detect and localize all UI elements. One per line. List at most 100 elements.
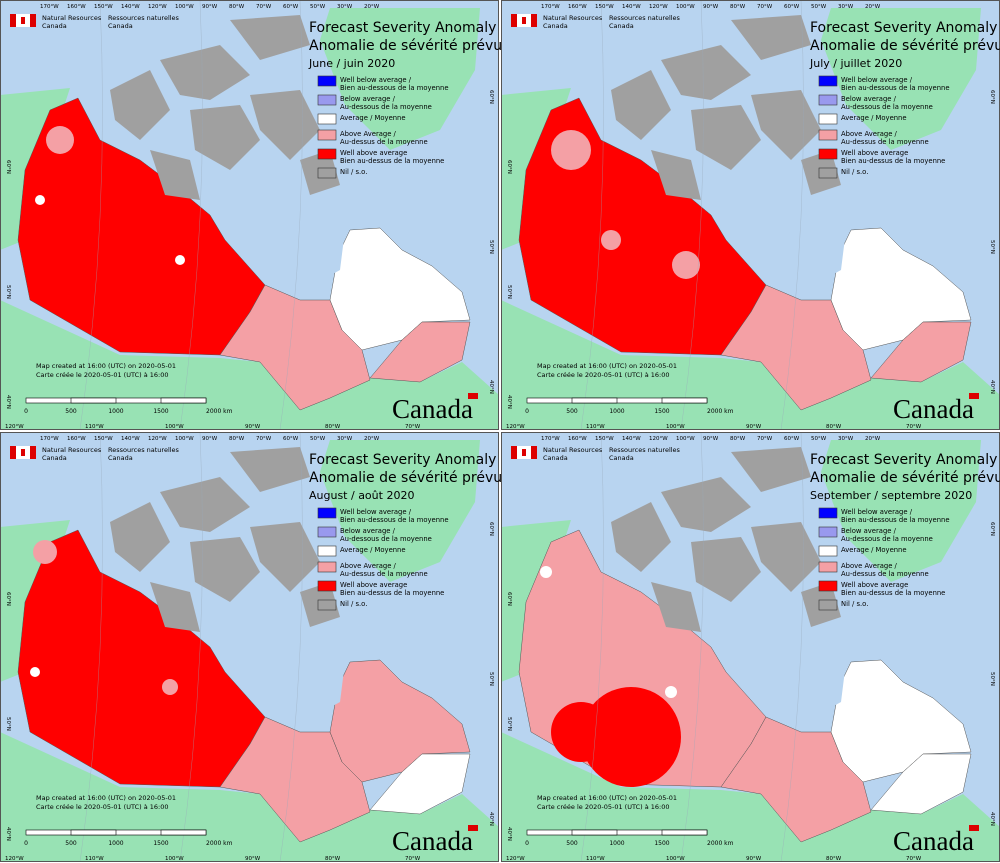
graticule bbox=[680, 0, 704, 430]
anomaly-patch bbox=[30, 667, 40, 677]
panel-border bbox=[0, 0, 499, 430]
graticule-label: 80°W bbox=[325, 424, 341, 430]
legend-swatch bbox=[818, 113, 838, 125]
graticule-label: 40°N bbox=[989, 812, 995, 826]
wordmark-flag bbox=[468, 393, 478, 399]
flag-bar bbox=[10, 446, 16, 459]
graticule-label: 60°W bbox=[784, 436, 800, 442]
graticule-label: 60°N bbox=[506, 592, 512, 606]
title-en: Forecast Severity Anomaly bbox=[810, 20, 997, 36]
scale-label: 1000 bbox=[609, 840, 624, 847]
agency-en: Canada bbox=[543, 22, 568, 30]
graticule-label: 110°W bbox=[85, 856, 104, 862]
legend-swatch bbox=[317, 526, 337, 538]
arctic-island bbox=[651, 582, 701, 632]
flag-leaf bbox=[522, 17, 526, 24]
map-panel: 170°W 160°W 150°W 140°W 120°W 100°W 90°W 80°W 70… bbox=[0, 432, 511, 862]
anomaly-patch bbox=[162, 679, 178, 695]
legend-swatch bbox=[317, 507, 337, 519]
graticule-label: 140°W bbox=[622, 436, 641, 442]
arctic-island bbox=[611, 70, 671, 140]
map-note: Carte créée le 2020-05-01 (UTC) à 16:00 bbox=[36, 371, 169, 379]
flag-bar bbox=[531, 14, 537, 27]
graticule-label: 170°W bbox=[40, 436, 59, 442]
legend-swatch bbox=[317, 167, 337, 179]
flag-bar bbox=[10, 14, 16, 27]
scale-label: 0 bbox=[24, 840, 28, 847]
graticule-label: 60°W bbox=[283, 436, 299, 442]
graticule-label: 160°W bbox=[67, 436, 86, 442]
graticule-label: 120°W bbox=[5, 424, 24, 430]
graticule-label: 160°W bbox=[67, 4, 86, 10]
legend-swatch bbox=[317, 129, 337, 141]
agency-en: Natural Resources bbox=[543, 14, 603, 22]
graticule-label: 50°W bbox=[811, 436, 827, 442]
agency-en: Natural Resources bbox=[42, 446, 102, 454]
scale-label: 500 bbox=[65, 840, 77, 847]
agency-en: Canada bbox=[42, 22, 67, 30]
graticule-label: 60°W bbox=[784, 4, 800, 10]
legend-label: Well below average / bbox=[340, 508, 412, 516]
legend-label: Au-dessus de la moyenne bbox=[841, 138, 929, 146]
legend-label: Bien au-dessus de la moyenne bbox=[340, 589, 444, 597]
legend-swatch bbox=[818, 580, 838, 592]
graticule-label: 140°W bbox=[121, 436, 140, 442]
legend-label: Well above average bbox=[340, 581, 407, 589]
scale-bar bbox=[70, 397, 117, 404]
scale-bar bbox=[160, 397, 207, 404]
graticule-label: 50°N bbox=[488, 672, 494, 686]
scale-label: 1500 bbox=[153, 840, 168, 847]
map-panel: 170°W 160°W 150°W 140°W 120°W 100°W 90°W 80°W 70… bbox=[501, 0, 1000, 430]
legend-label: Below average / bbox=[841, 95, 897, 103]
legend-label: Average / Moyenne bbox=[340, 114, 406, 122]
title-fr: Anomalie de sévérité prévue bbox=[810, 38, 1000, 54]
scale-label: 1500 bbox=[153, 408, 168, 415]
legend-swatch bbox=[818, 526, 838, 538]
anomaly-patch bbox=[672, 251, 700, 279]
wordmark-flag bbox=[969, 393, 979, 399]
region-quebec bbox=[830, 227, 972, 351]
united-states bbox=[501, 732, 1000, 862]
scale-label: 2000 km bbox=[707, 840, 734, 847]
graticule-label: 90°W bbox=[202, 4, 218, 10]
agency-en: Natural Resources bbox=[543, 446, 603, 454]
legend-label: Au-dessus de la moyenne bbox=[340, 138, 428, 146]
graticule-label: 70°W bbox=[757, 436, 773, 442]
agency-fr: Canada bbox=[609, 454, 634, 462]
graticule-label: 100°W bbox=[165, 856, 184, 862]
graticule-label: 60°N bbox=[488, 90, 494, 104]
legend-swatch bbox=[818, 75, 838, 87]
legend-label: Nil / s.o. bbox=[340, 600, 367, 608]
graticule-label: 20°W bbox=[865, 436, 881, 442]
map-note: Map created at 16:00 (UTC) on 2020-05-01 bbox=[36, 362, 176, 370]
scale-label: 0 bbox=[525, 840, 529, 847]
graticule-label: 70°W bbox=[906, 856, 922, 862]
graticule-label: 160°W bbox=[568, 4, 587, 10]
anomaly-patch bbox=[581, 687, 681, 787]
graticule-label: 40°N bbox=[488, 380, 494, 394]
graticule-label: 30°W bbox=[337, 4, 353, 10]
arctic-island bbox=[150, 582, 200, 632]
agency-fr: Ressources naturelles bbox=[609, 14, 681, 22]
legend-label: Well below average / bbox=[841, 508, 913, 516]
graticule-label: 120°W bbox=[148, 436, 167, 442]
agency-fr: Ressources naturelles bbox=[108, 14, 180, 22]
graticule-label: 50°N bbox=[989, 240, 995, 254]
scale-bar bbox=[571, 397, 618, 404]
scale-label: 2000 km bbox=[206, 840, 233, 847]
wordmark: Canada bbox=[893, 394, 974, 424]
arctic-island bbox=[190, 537, 260, 602]
graticule-label: 100°W bbox=[175, 436, 194, 442]
graticule-label: 110°W bbox=[85, 424, 104, 430]
graticule-label: 50°W bbox=[310, 4, 326, 10]
arctic-island bbox=[160, 45, 250, 100]
map-note: Map created at 16:00 (UTC) on 2020-05-01 bbox=[537, 362, 677, 370]
graticule-label: 100°W bbox=[666, 856, 685, 862]
map bbox=[501, 432, 1000, 862]
legend-label: Au-dessous de la moyenne bbox=[841, 103, 933, 111]
graticule-label: 100°W bbox=[676, 4, 695, 10]
legend-label: Below average / bbox=[841, 527, 897, 535]
legend-swatch bbox=[317, 148, 337, 160]
graticule-label: 60°N bbox=[5, 160, 11, 174]
graticule-label: 70°W bbox=[757, 4, 773, 10]
